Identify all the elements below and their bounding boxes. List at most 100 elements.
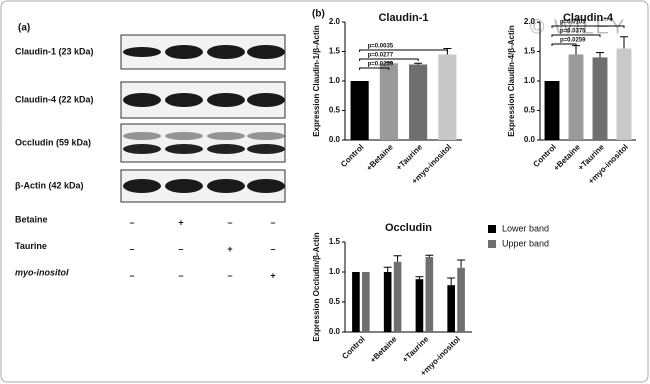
p-value: p=0.0209 [368, 62, 394, 68]
band [207, 132, 245, 140]
treatment-sign: + [227, 244, 232, 254]
blot-row-label: Claudin-4 (22 kDa) [15, 94, 94, 104]
error-bar [447, 277, 456, 286]
y-tick-label: 0.5 [524, 106, 536, 115]
band [165, 132, 203, 140]
y-tick-label: 1.5 [329, 47, 341, 56]
error-bar [393, 255, 402, 262]
treatment-sign: + [178, 217, 183, 227]
error-bar [383, 266, 392, 272]
treatment-sign: – [270, 244, 275, 254]
bar [438, 54, 457, 141]
error-bar [384, 61, 393, 64]
legend-label: Upper band [502, 238, 549, 248]
bar [415, 279, 424, 332]
band [247, 45, 285, 59]
band [247, 132, 285, 140]
band [207, 93, 245, 107]
band [207, 45, 245, 59]
treatment-label: Betaine [15, 214, 48, 224]
treatment-sign: – [178, 244, 183, 254]
watermark: © WILEY [530, 16, 627, 38]
bar [425, 257, 434, 332]
y-tick-label: 2.0 [329, 17, 341, 26]
y-tick-label: 1.0 [329, 267, 341, 276]
band [123, 47, 161, 57]
significance-bracket [551, 25, 625, 28]
band [247, 144, 285, 154]
band [247, 179, 285, 193]
bar [447, 285, 455, 332]
error-bar [415, 276, 424, 280]
y-tick-label: 0.0 [329, 327, 341, 336]
y-axis-label: Expression Occludin/β-Actin [312, 232, 321, 341]
bar [544, 81, 560, 140]
treatment-label: Taurine [15, 241, 47, 251]
chart-title: Claudin-4 [563, 12, 614, 24]
band [165, 45, 203, 59]
bar [379, 63, 398, 140]
treatment-sign: – [270, 217, 275, 227]
chart-title: Occludin [385, 222, 432, 234]
significance-bracket [359, 49, 448, 52]
panel-label: (a) [18, 23, 30, 34]
treatment-sign: – [129, 217, 134, 227]
bar [616, 48, 632, 140]
y-axis-label: Expression Claudin-4/β-Actin [507, 25, 516, 137]
error-bar [414, 62, 423, 65]
band [123, 93, 161, 107]
legend-swatch [488, 240, 496, 248]
treatment-sign: – [129, 270, 134, 280]
bar [362, 272, 370, 332]
bar [568, 54, 584, 141]
error-bar [596, 52, 604, 58]
y-tick-label: 0.5 [329, 106, 341, 115]
p-value: p=0.0103 [560, 20, 586, 26]
significance-bracket [551, 34, 601, 37]
treatment-sign: – [227, 270, 232, 280]
p-value: p=0.0259 [560, 38, 586, 44]
band [247, 93, 285, 107]
band [165, 179, 203, 193]
chart-title: Claudin-1 [378, 12, 428, 24]
treatment-sign: – [129, 244, 134, 254]
band [165, 144, 203, 154]
band [207, 179, 245, 193]
y-tick-label: 0.0 [329, 135, 341, 144]
western-blot: Claudin-1 (23 kDa) Claudin-4 (22 kDa) Occl… [15, 34, 286, 280]
y-tick-label: 1.5 [329, 237, 341, 246]
p-value: p=0.0277 [368, 53, 394, 59]
y-tick-label: 2.0 [524, 17, 536, 26]
bar [352, 272, 360, 332]
band [165, 93, 203, 107]
bar [592, 57, 608, 140]
error-bar [425, 254, 434, 257]
bar [393, 261, 402, 332]
error-bar [457, 259, 466, 268]
y-tick-label: 1.5 [524, 47, 536, 56]
p-value: p=0.0375 [560, 29, 586, 35]
bar [383, 272, 392, 332]
y-tick-label: 0.0 [524, 135, 536, 144]
band [123, 179, 161, 193]
band [123, 132, 161, 140]
blot-row-label: Occludin (59 kDa) [15, 137, 91, 147]
y-tick-label: 0.5 [329, 297, 341, 306]
significance-bracket [359, 67, 390, 70]
treatment-label: myo-inositol [15, 267, 69, 277]
y-tick-label: 1.0 [524, 76, 536, 85]
blot-box [120, 123, 286, 163]
significance-bracket [551, 43, 577, 46]
panel-label: (b) [312, 9, 325, 20]
band [207, 144, 245, 154]
error-bar [620, 36, 628, 49]
treatment-sign: + [270, 270, 275, 280]
bar [457, 267, 465, 332]
bar [350, 81, 369, 140]
p-value: p=0.0035 [368, 44, 394, 50]
bar [409, 64, 428, 140]
blot-row-label: Claudin-1 (23 kDa) [15, 46, 94, 56]
significance-bracket [359, 58, 419, 61]
